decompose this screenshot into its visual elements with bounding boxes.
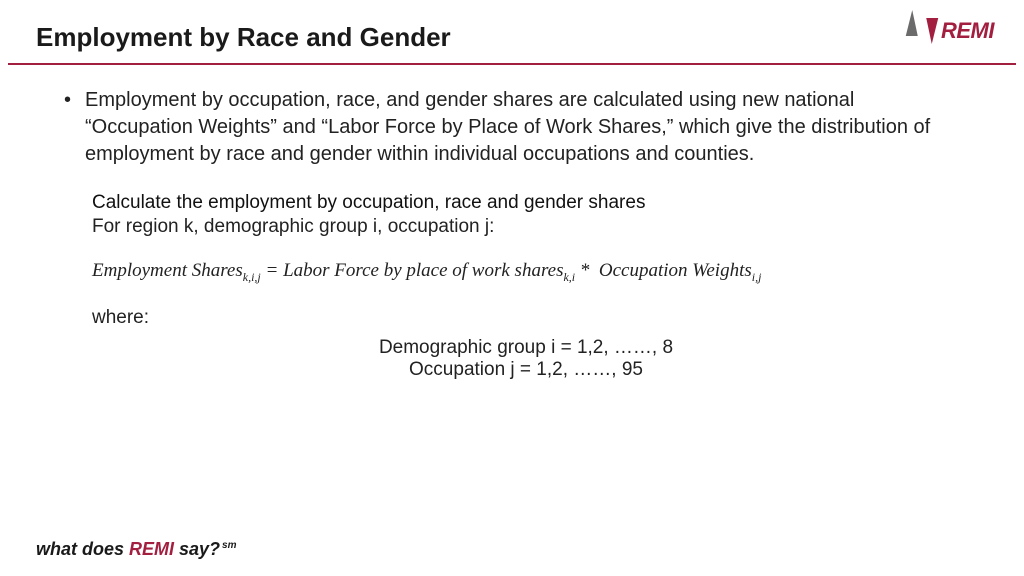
formula: Employment Sharesk,i,j = Labor Force by … [92,260,960,285]
slide-body: • Employment by occupation, race, and ge… [0,65,1024,381]
bullet-icon: • [64,87,71,168]
footer-sm-mark: sm [222,540,236,551]
subtext: For region k, demographic group i, occup… [92,216,960,238]
where-label: where: [92,307,960,329]
slide: Employment by Race and Gender REMI • Emp… [0,0,1024,576]
definition-demographic: Demographic group i = 1,2, ……, 8 [92,337,960,359]
remi-logo-text: REMI [941,18,994,44]
details-block: Calculate the employment by occupation, … [92,192,960,381]
footer-brand: REMI [129,539,174,559]
header: Employment by Race and Gender REMI [0,0,1024,53]
slide-title: Employment by Race and Gender [36,22,988,53]
formula-rhs1-sub: k,i [563,270,575,284]
bullet-row: • Employment by occupation, race, and ge… [64,87,960,168]
footer-post: say? [174,539,220,559]
formula-op: * [580,260,594,281]
bullet-text: Employment by occupation, race, and gend… [85,87,960,168]
definition-occupation: Occupation j = 1,2, ……, 95 [92,359,960,381]
subheading: Calculate the employment by occupation, … [92,192,960,214]
footer-pre: what does [36,539,129,559]
formula-lhs-sub: k,i,j [243,270,261,284]
formula-lhs: Employment Shares [92,260,243,281]
formula-rhs2-sub: i,j [752,270,762,284]
formula-rhs2: Occupation Weights [599,260,752,281]
remi-logo-mark-icon [909,10,937,44]
formula-eq: = [266,260,284,281]
footer-tagline: what does REMI say?sm [36,539,237,560]
definitions: Demographic group i = 1,2, ……, 8 Occupat… [92,337,960,381]
formula-rhs1: Labor Force by place of work shares [283,260,563,281]
remi-logo: REMI [909,10,994,44]
